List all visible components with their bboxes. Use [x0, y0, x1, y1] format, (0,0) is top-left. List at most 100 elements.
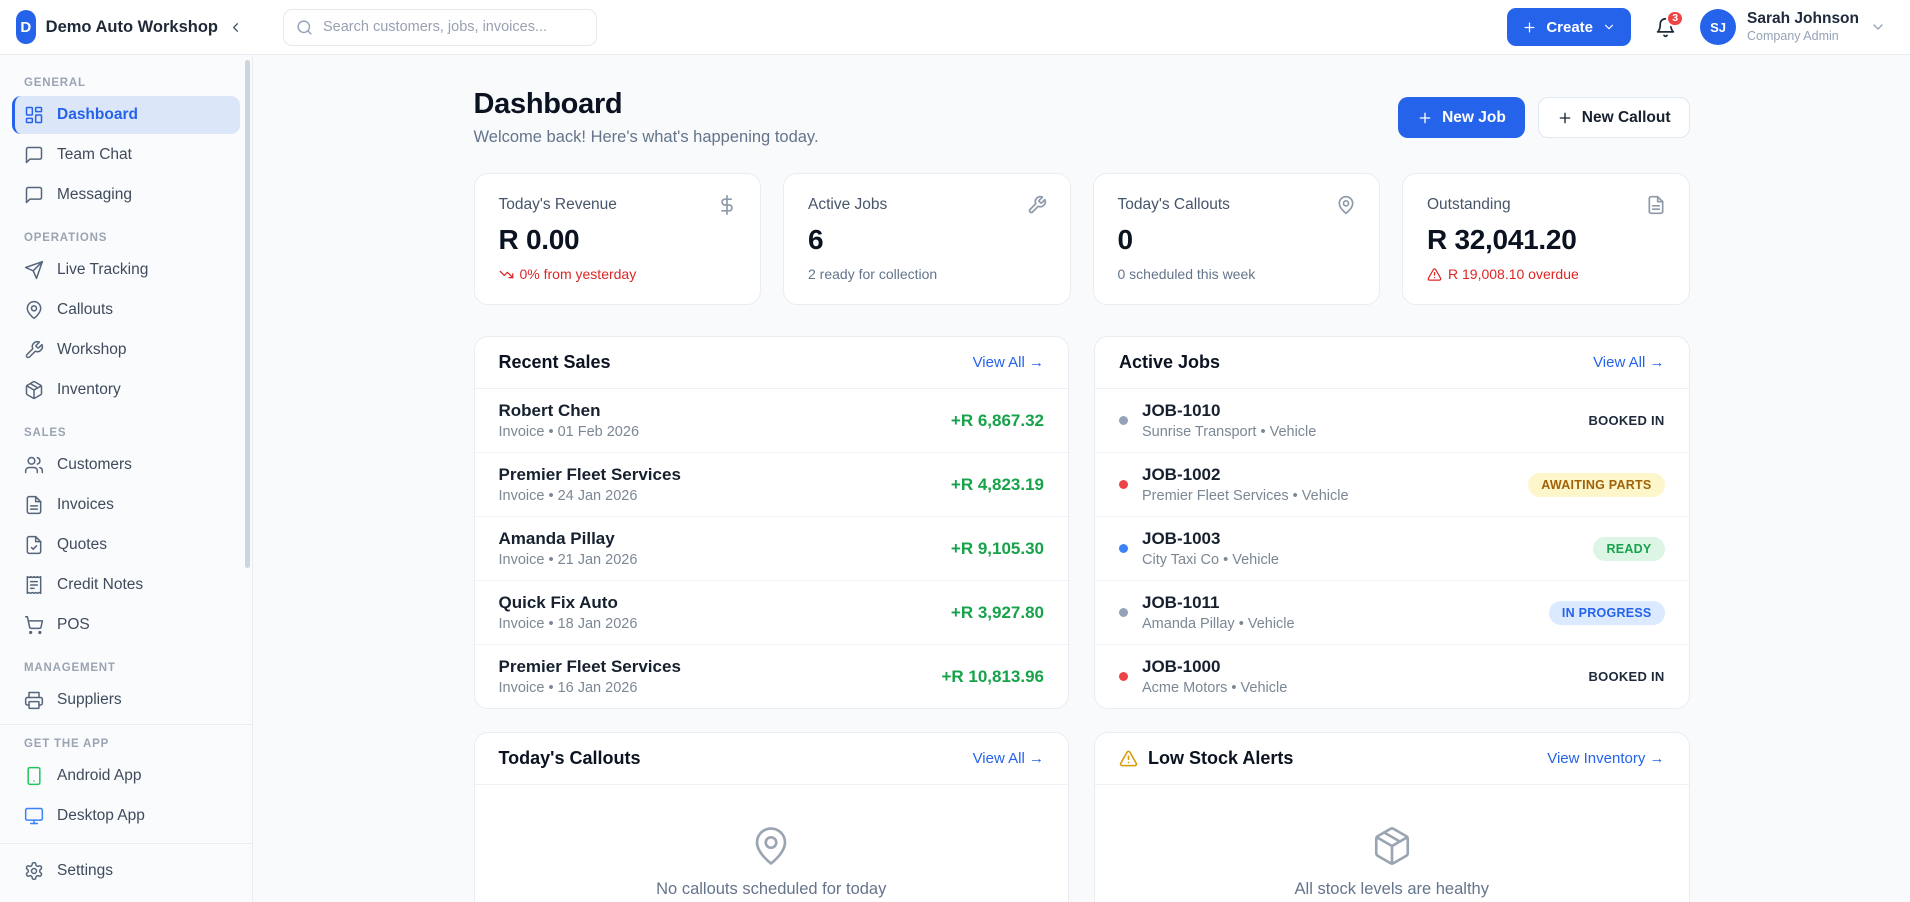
sidebar-item-credit-notes[interactable]: Credit Notes — [12, 566, 240, 604]
empty-state-text: All stock levels are healthy — [1294, 880, 1489, 898]
sidebar-item-messaging[interactable]: Messaging — [12, 176, 240, 214]
recent-sales-panel: Recent Sales View All → Robert Chen Invo… — [473, 336, 1069, 709]
sale-amount: +R 4,823.19 — [950, 474, 1044, 494]
job-id: JOB-1011 — [1142, 593, 1220, 612]
sale-info: Amanda Pillay Invoice • 21 Jan 2026 — [499, 529, 638, 568]
sidebar-collapse-button[interactable] — [228, 20, 243, 35]
page-header: Dashboard Welcome back! Here's what's ha… — [474, 88, 1690, 147]
sidebar-scrollbar[interactable] — [245, 60, 250, 568]
active-jobs-view-all-link[interactable]: View All → — [1593, 354, 1665, 371]
page-actions: New Job New Callout — [1398, 97, 1690, 138]
recent-sales-view-all-link[interactable]: View All → — [972, 354, 1044, 371]
sale-customer: Amanda Pillay — [498, 529, 615, 548]
search-input[interactable] — [323, 19, 584, 35]
callouts-view-all-link[interactable]: View All → — [972, 750, 1044, 767]
stat-card-active-jobs: Active Jobs 6 2 ready for collection — [783, 173, 1071, 305]
job-meta: Acme Motors • Vehicle — [1142, 680, 1288, 696]
new-callout-button[interactable]: New Callout — [1537, 97, 1690, 138]
sidebar-item-dashboard[interactable]: Dashboard — [12, 96, 240, 134]
stat-value: 6 — [808, 224, 824, 255]
section-header-get-the-app: GET THE APP — [24, 738, 110, 750]
create-button[interactable]: Create — [1507, 8, 1632, 46]
view-inventory-link[interactable]: View Inventory → — [1547, 750, 1665, 767]
sidebar-item-callouts[interactable]: Callouts — [12, 291, 240, 329]
sale-customer: Quick Fix Auto — [498, 593, 618, 612]
page-title: Dashboard — [473, 88, 623, 120]
receipt-icon — [24, 575, 44, 595]
sidebar-item-desktop-app[interactable]: Desktop App — [12, 797, 240, 835]
sale-row[interactable]: Robert Chen Invoice • 01 Feb 2026 +R 6,8… — [474, 389, 1068, 453]
dollar-icon — [717, 195, 737, 215]
topbar: D Demo Auto Workshop Create 3 SJ — [0, 0, 1910, 55]
sidebar-item-label: Desktop App — [57, 807, 145, 824]
stat-subtext: R 19,008.10 overdue — [1427, 266, 1665, 282]
job-meta: Sunrise Transport • Vehicle — [1142, 424, 1317, 440]
sidebar-item-customers[interactable]: Customers — [12, 446, 240, 484]
user-menu-chevron — [1870, 19, 1886, 35]
chevron-left-icon — [228, 20, 243, 35]
sidebar-item-inventory[interactable]: Inventory — [12, 371, 240, 409]
stat-subtext-label: R 19,008.10 overdue — [1448, 266, 1579, 282]
job-info: JOB-1002 Premier Fleet Services • Vehicl… — [1119, 465, 1349, 504]
stat-card-outstanding: Outstanding R 32,041.20 R 19,008.10 over… — [1402, 173, 1690, 305]
send-icon — [24, 260, 44, 280]
user-info: Sarah Johnson Company Admin — [1747, 10, 1859, 44]
alert-triangle-icon — [1427, 267, 1442, 282]
empty-state-text: No callouts scheduled for today — [656, 880, 887, 898]
gear-icon — [24, 861, 44, 881]
job-info: JOB-1000 Acme Motors • Vehicle — [1119, 657, 1287, 696]
sidebar-item-quotes[interactable]: Quotes — [12, 526, 240, 564]
job-status-badge: AWAITING PARTS — [1528, 472, 1665, 497]
stat-subtext-label: 0% from yesterday — [519, 266, 637, 282]
sidebar-item-label: Customers — [57, 456, 132, 473]
stat-cards: Today's Revenue R 0.00 0% from yesterday… — [473, 173, 1690, 305]
job-id: JOB-1010 — [1142, 401, 1221, 420]
sidebar-item-android-app[interactable]: Android App — [12, 757, 240, 795]
panel-title: Active Jobs — [1119, 352, 1221, 372]
wrench-icon — [24, 340, 44, 360]
section-header-management: MANAGEMENT — [24, 662, 116, 674]
sidebar-item-workshop[interactable]: Workshop — [12, 331, 240, 369]
sale-info: Premier Fleet Services Invoice • 24 Jan … — [499, 465, 681, 504]
sidebar-item-team-chat[interactable]: Team Chat — [12, 136, 240, 174]
job-row[interactable]: JOB-1003 City Taxi Co • Vehicle READY — [1095, 517, 1689, 581]
file-check-icon — [24, 535, 44, 555]
sale-row[interactable]: Amanda Pillay Invoice • 21 Jan 2026 +R 9… — [474, 517, 1068, 581]
job-row[interactable]: JOB-1010 Sunrise Transport • Vehicle BOO… — [1095, 389, 1689, 453]
sale-amount: +R 3,927.80 — [950, 602, 1044, 622]
global-search — [283, 8, 597, 46]
job-info: JOB-1010 Sunrise Transport • Vehicle — [1119, 401, 1316, 440]
panel-header: Today's Callouts View All → — [474, 733, 1068, 785]
notifications-button[interactable]: 3 — [1655, 9, 1685, 38]
stat-label: Outstanding — [1427, 196, 1511, 213]
stat-label: Today's Callouts — [1117, 196, 1230, 213]
map-pin-icon — [1336, 195, 1356, 215]
plus-icon — [1522, 20, 1537, 35]
plus-icon — [1417, 110, 1433, 126]
topbar-brand: D Demo Auto Workshop — [0, 10, 253, 44]
stat-subtext: 0% from yesterday — [499, 266, 737, 282]
search-icon — [296, 19, 313, 36]
sidebar-item-invoices[interactable]: Invoices — [12, 486, 240, 524]
job-row[interactable]: JOB-1000 Acme Motors • Vehicle BOOKED IN — [1095, 645, 1689, 708]
sidebar-item-pos[interactable]: POS — [12, 606, 240, 644]
divider — [0, 843, 252, 844]
job-row[interactable]: JOB-1002 Premier Fleet Services • Vehicl… — [1095, 453, 1689, 517]
panel-header: Recent Sales View All → — [474, 337, 1068, 389]
job-text: JOB-1011 Amanda Pillay • Vehicle — [1142, 593, 1295, 632]
users-icon — [24, 455, 44, 475]
job-row[interactable]: JOB-1011 Amanda Pillay • Vehicle IN PROG… — [1095, 581, 1689, 645]
sidebar-item-settings[interactable]: Settings — [12, 852, 240, 890]
chevron-down-icon — [1870, 19, 1886, 35]
sale-row[interactable]: Premier Fleet Services Invoice • 24 Jan … — [474, 453, 1068, 517]
new-job-button[interactable]: New Job — [1398, 97, 1525, 138]
sale-row[interactable]: Quick Fix Auto Invoice • 18 Jan 2026 +R … — [474, 581, 1068, 645]
sale-info: Robert Chen Invoice • 01 Feb 2026 — [499, 401, 640, 440]
sidebar-item-live-tracking[interactable]: Live Tracking — [12, 251, 240, 289]
job-status-dot — [1119, 480, 1128, 489]
job-meta: Amanda Pillay • Vehicle — [1142, 616, 1295, 632]
sale-row[interactable]: Premier Fleet Services Invoice • 16 Jan … — [475, 645, 1069, 708]
job-id: JOB-1003 — [1142, 529, 1221, 548]
sidebar-item-suppliers[interactable]: Suppliers — [12, 681, 240, 719]
user-menu[interactable]: SJ Sarah Johnson Company Admin — [1700, 9, 1886, 45]
